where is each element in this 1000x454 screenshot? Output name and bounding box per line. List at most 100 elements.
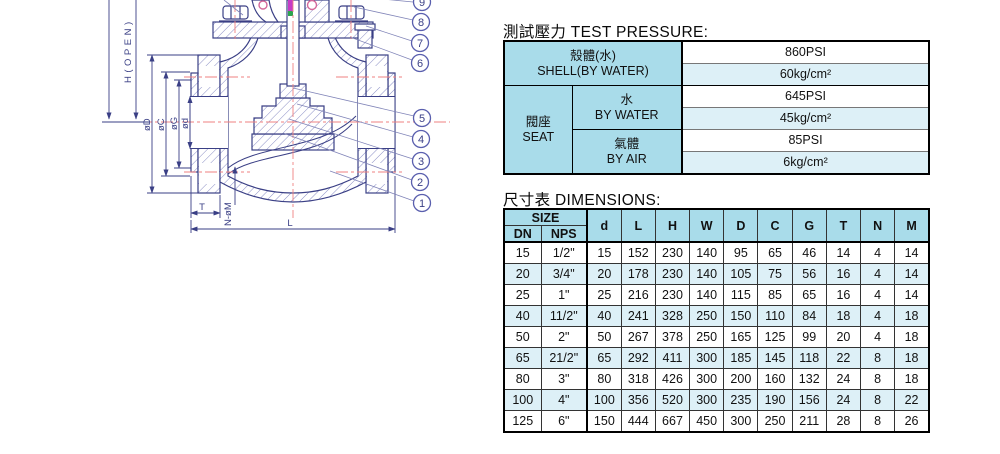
dim-dn-header: DN (503, 225, 542, 243)
tp-air-kg: 6kg/cm² (681, 151, 930, 175)
tp-seat-header: 閥座 SEAT (503, 85, 573, 175)
dim-cell: 25 (586, 284, 622, 306)
balloon-8: 8 (411, 12, 431, 32)
dim-col-M: M (894, 208, 930, 243)
dim-cell: 132 (791, 368, 827, 390)
dim-label-og: øG (169, 117, 180, 130)
dim-cell: 667 (654, 410, 691, 433)
dim-cell: 152 (620, 241, 656, 264)
tp-shell-header: 殼體(水) SHELL(BY WATER) (503, 40, 683, 86)
dim-cell: 115 (723, 284, 759, 306)
dim-cell: 4 (860, 241, 896, 264)
dim-label-t: T (199, 202, 205, 213)
test-pressure-title: 測試壓力 TEST PRESSURE: (503, 24, 709, 41)
tp-row: 殼體(水) SHELL(BY WATER) 860PSI (503, 40, 930, 86)
dim-cell: 65 (757, 241, 793, 264)
dim-cell: 20 (825, 326, 862, 348)
dim-row: 80 3" 80 318 426 300 200 160 132 24 8 18 (503, 368, 930, 390)
dim-cell: 18 (894, 368, 930, 390)
bonnet-bolt-left (222, 5, 249, 20)
dim-cell: 160 (757, 368, 793, 390)
svg-text:6: 6 (417, 58, 423, 70)
dim-cell: 216 (620, 284, 656, 306)
dim-col-H: H (654, 208, 691, 243)
dim-cell: 105 (723, 263, 759, 285)
tp-water-header: 水 BY WATER (571, 85, 683, 130)
dim-col-d: d (586, 208, 622, 243)
dim-cell: 150 (586, 410, 622, 433)
dim-cell: 40 (586, 305, 622, 327)
tp-row: 閥座 SEAT 水 BY WATER 645PSI (503, 85, 930, 175)
dim-cell: 3/4" (540, 263, 588, 285)
dim-cell: 292 (620, 347, 656, 369)
tp-row: 氣體 BY AIR 85PSI (504, 129, 930, 175)
svg-text:5: 5 (419, 113, 425, 125)
dim-cell: 444 (620, 410, 656, 433)
dim-cell: 125 (757, 326, 793, 348)
dimension-labels: H(OPEN) øD øC øG ød T N-øM L (123, 18, 293, 229)
dim-cell: 185 (723, 347, 759, 369)
dim-cell: 2" (540, 326, 588, 348)
dimension-lines (102, 0, 396, 233)
dim-cell: 4" (540, 389, 588, 411)
dimensions-title: 尺寸表 DIMENSIONS: (503, 192, 661, 209)
dim-cell: 14 (894, 284, 930, 306)
dim-cell: 40 (503, 305, 542, 327)
dim-cell: 356 (620, 389, 656, 411)
dim-cell: 22 (825, 347, 862, 369)
dim-size-header: SIZE (503, 208, 588, 226)
dim-cell: 3" (540, 368, 588, 390)
dim-cell: 80 (586, 368, 622, 390)
gland-nut (354, 23, 376, 31)
dim-row: 40 11/2" 40 241 328 250 150 110 84 18 4 … (503, 305, 930, 327)
dim-cell: 100 (586, 389, 622, 411)
dim-cell: 300 (689, 368, 725, 390)
dim-cell: 18 (894, 326, 930, 348)
dim-label-od: øD (142, 118, 153, 131)
dim-cell: 84 (791, 305, 827, 327)
dim-cell: 250 (689, 326, 725, 348)
dim-row: 100 4" 100 356 520 300 235 190 156 24 8 … (503, 389, 930, 411)
dim-cell: 28 (825, 410, 862, 433)
dim-cell: 230 (654, 241, 691, 264)
dim-cell: 190 (757, 389, 793, 411)
dim-cell: 8 (860, 347, 896, 369)
dim-cell: 4 (860, 305, 896, 327)
balloons: 9 8 7 6 5 4 3 2 1 (410, 0, 432, 213)
dim-cell: 24 (825, 389, 862, 411)
dim-cell: 16 (825, 263, 862, 285)
svg-text:2: 2 (417, 177, 423, 189)
dim-cell: 50 (586, 326, 622, 348)
dim-cell: 145 (757, 347, 793, 369)
tp-seat-zh: 閥座 (525, 114, 551, 129)
dim-cell: 14 (825, 241, 862, 264)
dim-cell: 22 (894, 389, 930, 411)
dim-cell: 125 (503, 410, 542, 433)
dim-header-row: SIZE d L H W D C G T N M (503, 208, 930, 243)
dim-cell: 118 (791, 347, 827, 369)
dim-cell: 20 (503, 263, 542, 285)
dim-cell: 241 (620, 305, 656, 327)
dim-cell: 200 (723, 368, 759, 390)
dim-cell: 18 (894, 305, 930, 327)
dim-col-W: W (689, 208, 725, 243)
dim-cell: 140 (689, 263, 725, 285)
dim-cell: 20 (586, 263, 622, 285)
dim-col-G: G (791, 208, 827, 243)
tp-row: 6kg/cm² (504, 151, 930, 175)
balloon-5: 5 (412, 108, 432, 128)
dim-cell: 8 (860, 368, 896, 390)
balloon-1: 1 (412, 193, 432, 213)
dim-cell: 520 (654, 389, 691, 411)
dim-cell: 140 (689, 241, 725, 264)
svg-text:3: 3 (418, 156, 424, 168)
dim-col-T: T (825, 208, 862, 243)
dim-cell: 300 (689, 347, 725, 369)
dim-cell: 11/2" (540, 305, 588, 327)
valve-body (189, 0, 396, 203)
tp-shell-kg: 60kg/cm² (681, 63, 930, 86)
dim-label-h-open: H(OPEN) (123, 18, 134, 83)
dim-cell: 150 (723, 305, 759, 327)
dim-cell: 178 (620, 263, 656, 285)
balloon-3: 3 (411, 151, 431, 171)
